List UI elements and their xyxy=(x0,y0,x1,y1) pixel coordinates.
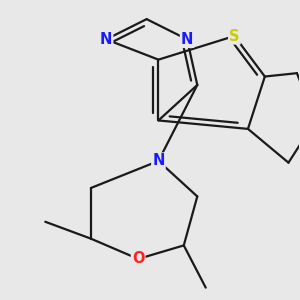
Text: O: O xyxy=(132,251,144,266)
Text: N: N xyxy=(181,32,193,47)
Text: S: S xyxy=(229,28,240,44)
Text: N: N xyxy=(152,154,165,169)
Text: N: N xyxy=(100,32,112,47)
